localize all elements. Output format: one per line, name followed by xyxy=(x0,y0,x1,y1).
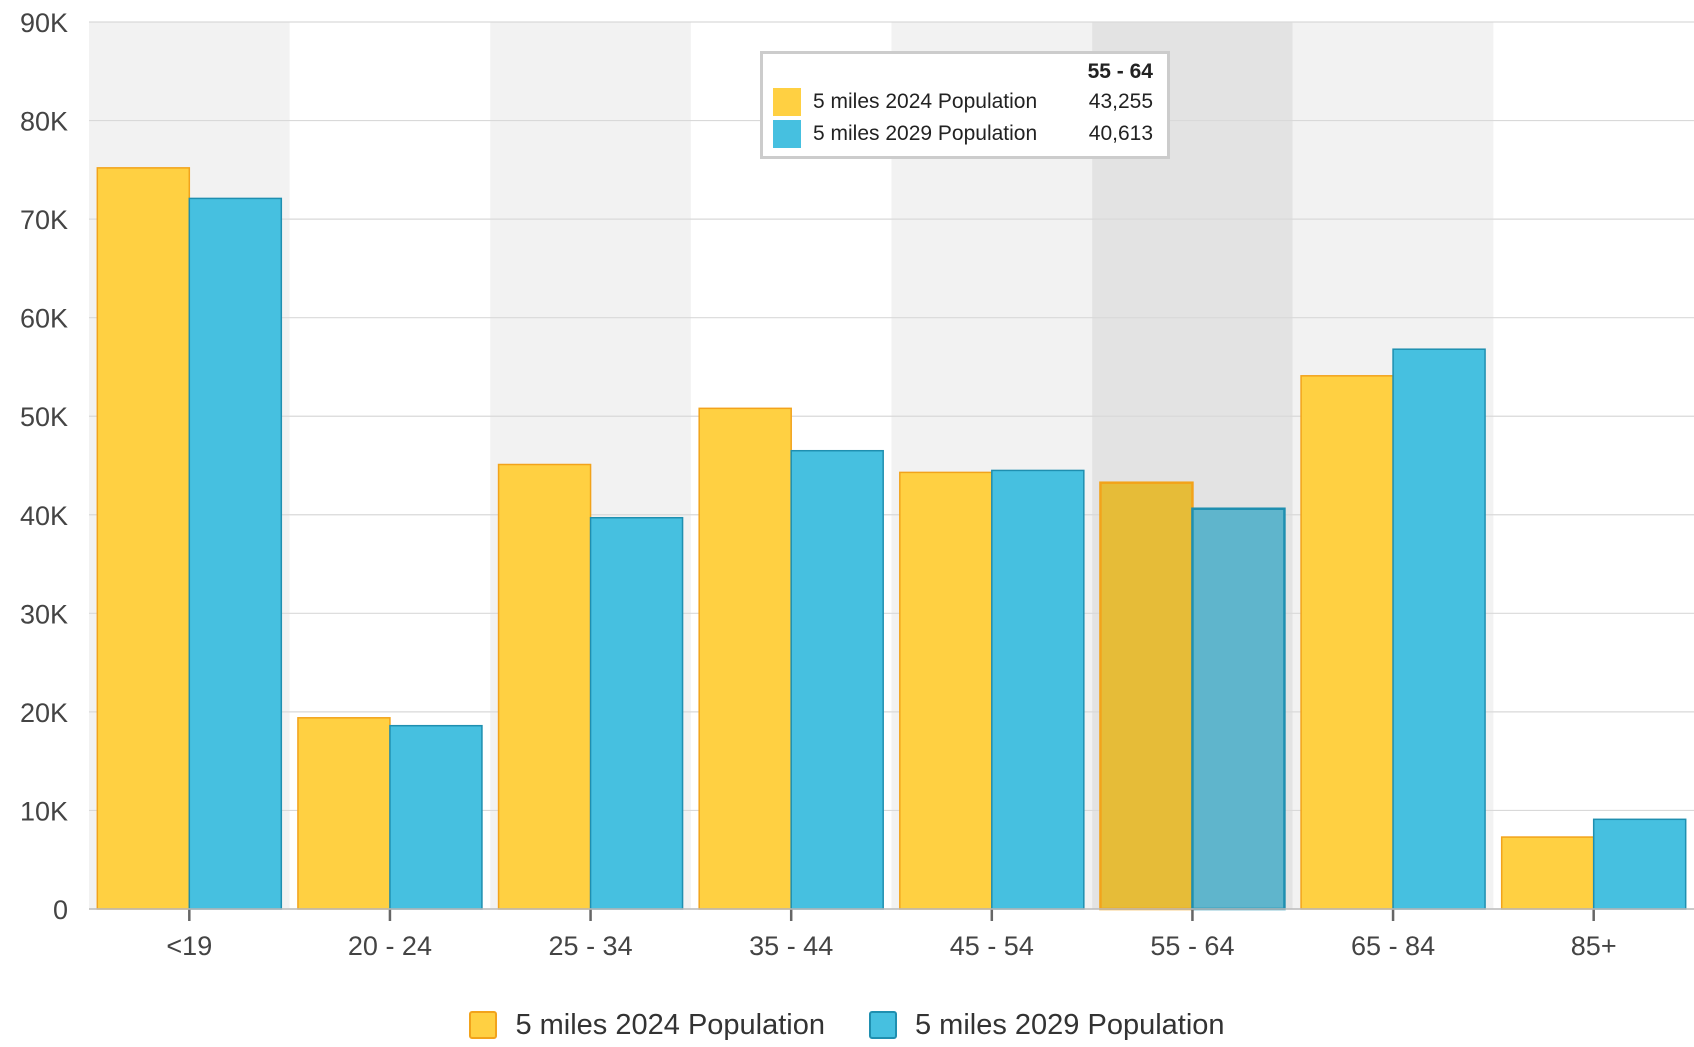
y-tick-label: 60K xyxy=(20,304,68,334)
bar-2029-5 xyxy=(1191,507,1286,911)
bar-2024-0 xyxy=(96,167,191,910)
bar-chart: 0 10K 20K 30K 40K 50K 60K 70K 80K 90K <19 20 - 24 25… xyxy=(20,8,1694,961)
bar-2024-4 xyxy=(899,471,993,910)
y-tick-label: 70K xyxy=(20,205,68,235)
legend-swatch-2029 xyxy=(869,1011,897,1039)
bar-2024-5 xyxy=(1099,481,1194,911)
tooltip-swatch-2029 xyxy=(773,120,801,148)
tooltip-series-name: 5 miles 2024 Population xyxy=(813,90,1038,113)
legend-item-2024[interactable]: 5 miles 2024 Population xyxy=(469,1005,825,1045)
legend-swatch-2024 xyxy=(469,1011,498,1039)
y-tick-label: 10K xyxy=(20,796,68,826)
x-tick-label: 45 - 54 xyxy=(950,931,1034,961)
x-tick-label: <19 xyxy=(166,931,212,961)
legend-label: 5 miles 2024 Population xyxy=(515,1008,825,1041)
x-tick-label: 85+ xyxy=(1571,931,1617,961)
y-tick-label: 20K xyxy=(20,698,68,728)
bar-2029-7 xyxy=(1592,818,1687,910)
bar-2024-2 xyxy=(497,463,592,910)
y-tick-label: 90K xyxy=(20,8,68,38)
bar-2029-4 xyxy=(991,469,1085,910)
bar-2024-6 xyxy=(1300,375,1394,910)
y-tick-label: 30K xyxy=(20,599,68,629)
tooltip-title: 55 - 64 xyxy=(1087,60,1153,83)
x-tick-label: 55 - 64 xyxy=(1150,931,1234,961)
y-tick-label: 50K xyxy=(20,402,68,432)
bar-2024-1 xyxy=(297,717,391,910)
bar-2029-6 xyxy=(1392,348,1486,910)
y-tick-label: 0 xyxy=(53,895,68,925)
bar-2024-7 xyxy=(1500,836,1595,910)
x-tick-label: 35 - 44 xyxy=(749,931,833,961)
x-tick-label: 25 - 34 xyxy=(549,931,633,961)
bar-2029-0 xyxy=(188,197,283,910)
x-tick-label: 65 - 84 xyxy=(1351,931,1435,961)
tooltip-series-value: 43,255 xyxy=(1088,90,1153,113)
legend-label: 5 miles 2029 Population xyxy=(915,1008,1225,1041)
legend-item-2029[interactable]: 5 miles 2029 Population xyxy=(869,1005,1225,1045)
tooltip-series-value: 40,613 xyxy=(1088,122,1153,145)
tooltip-row-2024: 5 miles 2024 Population 43,255 xyxy=(773,88,1153,118)
bar-2029-2 xyxy=(589,516,684,910)
x-tick-label: 20 - 24 xyxy=(348,931,432,961)
chart-legend: 5 miles 2024 Population 5 miles 2029 Pop… xyxy=(0,1005,1694,1045)
chart-tooltip: 55 - 64 5 miles 2024 Population 43,255 5… xyxy=(760,51,1170,159)
bar-2029-3 xyxy=(790,449,884,910)
tooltip-swatch-2024 xyxy=(773,88,801,116)
bar-2024-3 xyxy=(698,407,792,910)
tooltip-series-name: 5 miles 2029 Population xyxy=(813,122,1038,145)
tooltip-row-2029: 5 miles 2029 Population 40,613 xyxy=(773,120,1153,150)
y-tick-label: 40K xyxy=(20,501,68,531)
y-tick-label: 80K xyxy=(20,107,68,137)
bar-2029-1 xyxy=(389,724,483,910)
